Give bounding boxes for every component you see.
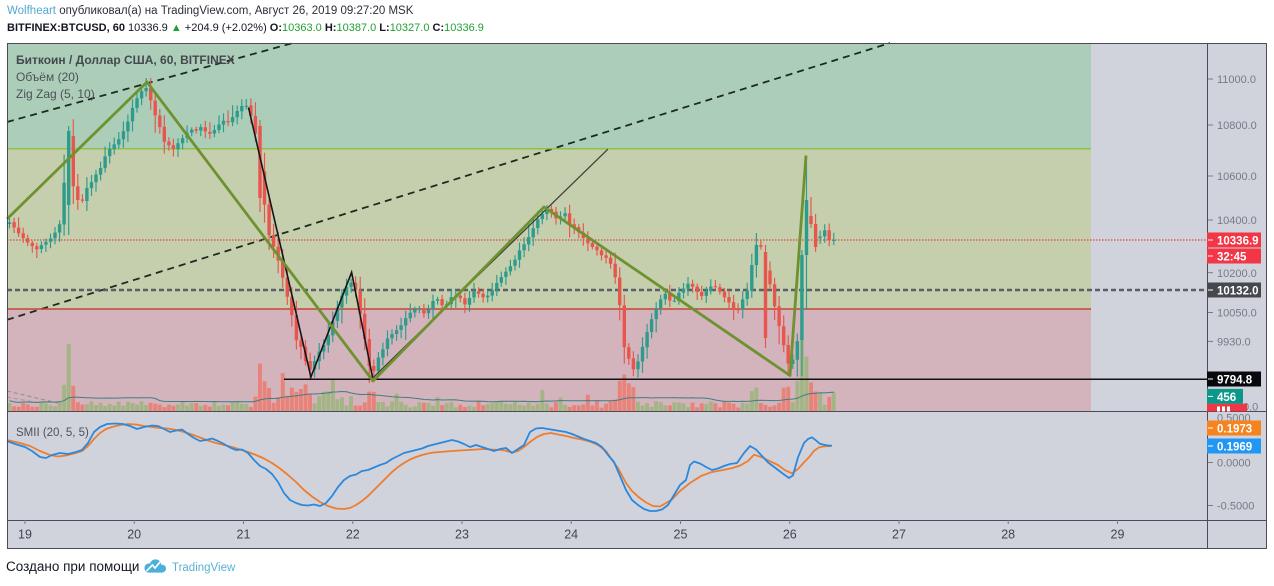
svg-text:9930.0: 9930.0 — [1217, 337, 1251, 349]
svg-text:20: 20 — [127, 528, 141, 542]
svg-text:10132.0: 10132.0 — [1217, 286, 1259, 298]
svg-text:10600.0: 10600.0 — [1217, 171, 1257, 183]
svg-text:10050.0: 10050.0 — [1217, 308, 1257, 320]
svg-text:10800.0: 10800.0 — [1217, 120, 1257, 132]
svg-text:10336.9: 10336.9 — [1217, 236, 1259, 248]
svg-text:24: 24 — [564, 528, 578, 542]
svg-text:28: 28 — [1001, 528, 1015, 542]
svg-text:11000.0: 11000.0 — [1217, 74, 1256, 86]
svg-text:Объём (20): Объём (20) — [16, 70, 79, 84]
svg-text:26: 26 — [783, 528, 797, 542]
svg-text:27: 27 — [892, 528, 906, 542]
svg-text:10200.0: 10200.0 — [1217, 268, 1257, 280]
svg-text:SMII (20, 5, 5): SMII (20, 5, 5) — [16, 427, 89, 439]
svg-text:25: 25 — [674, 528, 688, 542]
svg-text:19: 19 — [18, 528, 32, 542]
svg-text:0.0000: 0.0000 — [1217, 458, 1251, 470]
svg-text:22: 22 — [346, 528, 360, 542]
svg-text:29: 29 — [1111, 528, 1125, 542]
svg-text:21: 21 — [237, 528, 251, 542]
svg-text:23: 23 — [455, 528, 469, 542]
svg-text:Zig Zag (5, 10): Zig Zag (5, 10) — [16, 87, 95, 101]
svg-text:456: 456 — [1217, 392, 1236, 404]
svg-text:9794.8: 9794.8 — [1217, 375, 1253, 387]
svg-text:-0.5000: -0.5000 — [1217, 501, 1254, 513]
svg-text:0.1973: 0.1973 — [1217, 424, 1252, 436]
svg-text:Биткоин / Доллар США, 60, BITF: Биткоин / Доллар США, 60, BITFINEX — [16, 53, 235, 67]
svg-text:10400.0: 10400.0 — [1217, 215, 1257, 227]
svg-text:0.1969: 0.1969 — [1217, 442, 1252, 454]
svg-text:32:45: 32:45 — [1217, 252, 1247, 264]
